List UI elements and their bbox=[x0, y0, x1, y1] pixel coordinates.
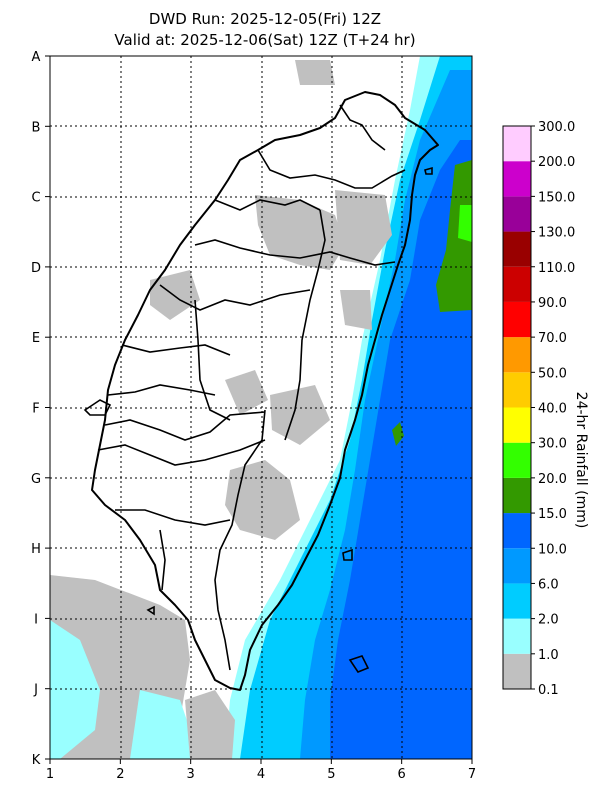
rain-area-land-grey-3 bbox=[150, 270, 200, 320]
county-boundaries bbox=[97, 104, 406, 671]
y-tick-label: F bbox=[32, 402, 39, 417]
y-tick-label: D bbox=[31, 261, 41, 276]
rain-area-green-spot bbox=[392, 422, 404, 446]
y-tick-label: A bbox=[32, 50, 41, 65]
colorbar-swatch bbox=[503, 548, 531, 584]
colorbar-label: 6.0 bbox=[538, 577, 559, 592]
chart-title-valid: Valid at: 2025-12-06(Sat) 12Z (T+24 hr) bbox=[114, 31, 416, 49]
colorbar-label: 40.0 bbox=[538, 402, 567, 417]
island-guishan bbox=[424, 166, 433, 175]
rain-area-land-grey-6 bbox=[225, 460, 300, 540]
x-tick-label: 6 bbox=[398, 767, 406, 782]
x-tick-label: 4 bbox=[257, 767, 265, 782]
colorbar-label: 50.0 bbox=[538, 366, 567, 381]
colorbar-swatch bbox=[503, 372, 531, 408]
rain-area-land-grey-5 bbox=[270, 385, 330, 445]
boundary-line-7 bbox=[107, 384, 216, 396]
colorbar-label: 150.0 bbox=[538, 190, 575, 205]
colorbar-swatch bbox=[503, 618, 531, 654]
boundary-line-8 bbox=[104, 411, 266, 441]
island-orchid bbox=[348, 655, 370, 673]
island-green bbox=[342, 548, 353, 561]
y-axis: A B C D E F G H I J K bbox=[31, 50, 50, 768]
rain-area-blue-dark bbox=[330, 140, 472, 759]
rain-area-south-cyan bbox=[130, 690, 200, 759]
x-tick-label: 1 bbox=[46, 767, 54, 782]
y-tick-label: I bbox=[34, 612, 38, 627]
colorbar-label: 130.0 bbox=[538, 226, 575, 241]
colorbar-label: 20.0 bbox=[538, 472, 567, 487]
colorbar-swatch bbox=[503, 126, 531, 162]
y-tick-label: G bbox=[31, 472, 41, 487]
map-grid bbox=[50, 56, 472, 759]
boundary-line-4 bbox=[194, 239, 396, 266]
boundary-line-5 bbox=[159, 284, 311, 311]
colorbar-swatch bbox=[503, 231, 531, 267]
colorbar-label: 70.0 bbox=[538, 331, 567, 346]
boundary-line-14 bbox=[159, 529, 166, 591]
colorbar-label: 30.0 bbox=[538, 437, 567, 452]
boundary-line-11 bbox=[194, 299, 231, 421]
rain-area-land-grey-2 bbox=[335, 190, 392, 265]
y-tick-label: B bbox=[32, 120, 41, 135]
boundary-line-9 bbox=[97, 439, 266, 466]
colorbar-label: 200.0 bbox=[538, 155, 575, 170]
boundary-line-13 bbox=[284, 209, 326, 441]
rain-area-south-grey bbox=[185, 690, 235, 759]
rain-area-land-grey-4 bbox=[225, 370, 268, 415]
chart-title-run: DWD Run: 2025-12-05(Fri) 12Z bbox=[148, 10, 382, 28]
rain-area-green-bright bbox=[458, 205, 472, 242]
colorbar-swatch bbox=[503, 301, 531, 338]
island-liuqiu bbox=[146, 605, 155, 616]
taiwan-island-outline bbox=[91, 91, 439, 691]
y-tick-label: H bbox=[31, 542, 41, 557]
boundary-line-10 bbox=[115, 509, 231, 526]
colorbar-label: 1.0 bbox=[538, 648, 559, 663]
colorbar-label: 110.0 bbox=[538, 261, 575, 276]
rain-area-land-grey-7 bbox=[295, 60, 335, 85]
colorbar: 0.1 1.0 2.0 6.0 10.0 15.0 20.0 30.0 40.0 50.0 70.0… bbox=[502, 120, 575, 698]
colorbar-swatch bbox=[503, 513, 531, 549]
colorbar-swatch bbox=[503, 653, 531, 689]
colorbar-swatch bbox=[503, 583, 531, 619]
rain-area-green-dark bbox=[436, 160, 472, 312]
colorbar-label: 2.0 bbox=[538, 613, 559, 628]
x-tick-label: 2 bbox=[116, 767, 124, 782]
colorbar-label: 0.1 bbox=[538, 683, 559, 698]
colorbar-label: 15.0 bbox=[538, 507, 567, 522]
colorbar-swatch bbox=[503, 196, 531, 232]
y-tick-label: C bbox=[31, 191, 40, 206]
colorbar-label: 10.0 bbox=[538, 542, 567, 557]
boundary-line-6 bbox=[121, 344, 231, 356]
colorbar-title: 24-hr Rainfall (mm) bbox=[573, 392, 589, 529]
colorbar-swatch bbox=[503, 337, 531, 373]
island-penghu bbox=[83, 399, 112, 416]
x-tick-label: 3 bbox=[187, 767, 195, 782]
boundary-line-3 bbox=[214, 199, 321, 211]
colorbar-swatch bbox=[503, 442, 531, 478]
y-tick-label: K bbox=[32, 753, 41, 768]
colorbar-swatch bbox=[503, 407, 531, 443]
x-tick-label: 5 bbox=[327, 767, 335, 782]
x-tick-label: 7 bbox=[468, 767, 476, 782]
x-axis: 1 2 3 4 5 6 7 bbox=[46, 759, 476, 782]
boundary-line-2 bbox=[257, 149, 406, 189]
colorbar-swatch bbox=[503, 161, 531, 197]
rain-area-land-grey-8 bbox=[340, 290, 372, 330]
boundary-line-12 bbox=[214, 409, 266, 671]
colorbar-swatch bbox=[503, 477, 531, 514]
y-tick-label: E bbox=[32, 331, 40, 346]
boundary-line-1 bbox=[339, 104, 386, 151]
colorbar-swatch bbox=[503, 266, 531, 302]
colorbar-label: 90.0 bbox=[538, 296, 567, 311]
y-tick-label: J bbox=[33, 683, 38, 698]
colorbar-label: 300.0 bbox=[538, 120, 575, 135]
